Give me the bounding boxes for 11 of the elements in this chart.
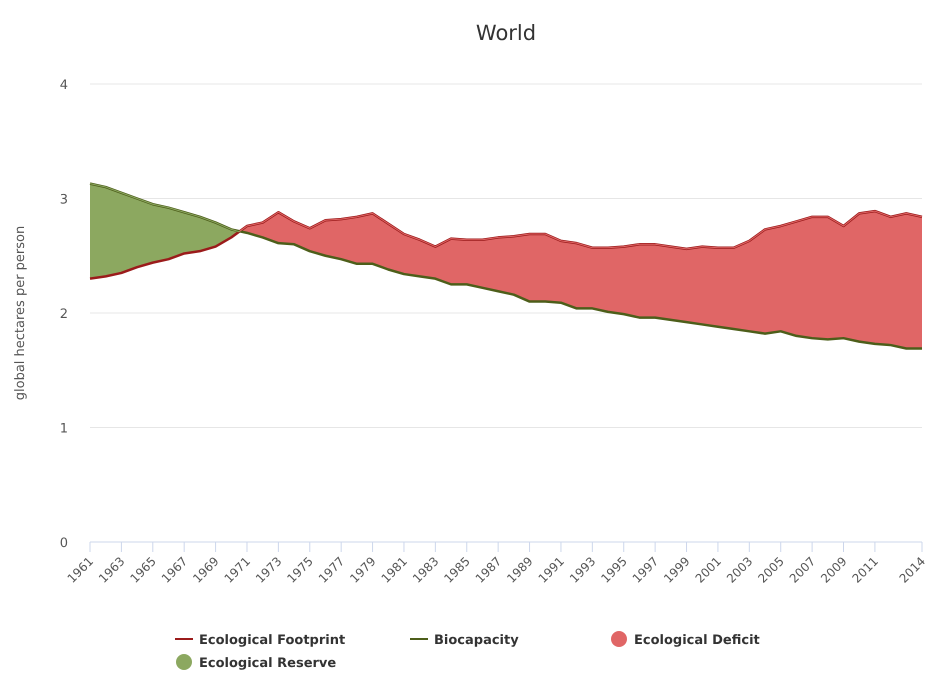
legend-label: Ecological Deficit — [634, 633, 760, 648]
y-tick-label: 3 — [60, 192, 68, 208]
y-tick-label: 0 — [60, 536, 68, 551]
y-tick-label: 2 — [60, 307, 68, 322]
y-axis-title: global hectares per person — [13, 226, 28, 400]
y-tick-label: 4 — [60, 78, 68, 93]
legend-label: Biocapacity — [434, 633, 520, 648]
legend-label: Ecological Footprint — [199, 633, 346, 648]
chart-title: World — [476, 21, 536, 45]
y-tick-label: 1 — [60, 422, 68, 436]
legend-label: Ecological Reserve — [199, 656, 336, 671]
